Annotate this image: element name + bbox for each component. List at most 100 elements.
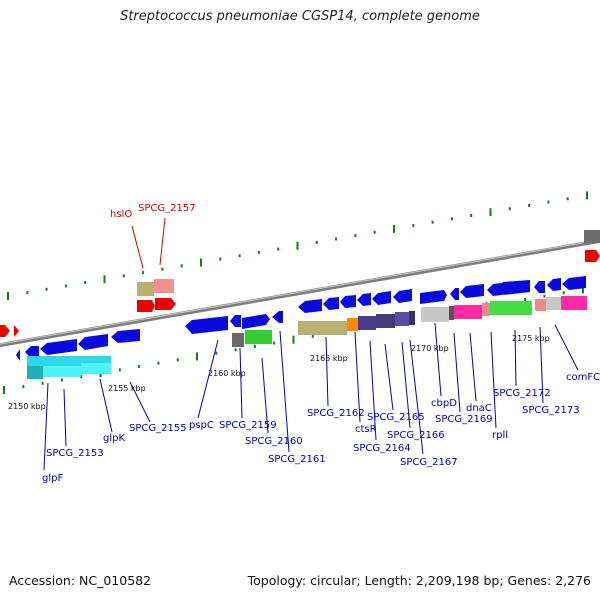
gene-SPCG_2157-arrow (155, 298, 176, 310)
gene-arrow-16 (420, 290, 447, 304)
callout-line (401, 341, 411, 429)
gene-label: dnaC (466, 403, 492, 414)
scale-labels: 2150 kbp 2155 kbp 2160 kbp 2165 kbp 2170 kbp… (8, 334, 550, 411)
gene-label: SPCG_2169 (435, 414, 493, 425)
gene-label: SPCG_2157 (138, 203, 196, 214)
gene-arrow-21 (534, 281, 545, 293)
gene-arrow-18 (460, 284, 484, 298)
callout-line (369, 340, 377, 441)
scale-label: 2175 kbp (512, 334, 550, 343)
gene-label: SPCG_2167 (400, 457, 458, 468)
scale-label: 2165 kbp (310, 354, 348, 363)
gene-label: SPCG_2166 (387, 430, 445, 441)
callout-line (490, 331, 497, 429)
gene-arrow-1 (16, 349, 20, 361)
gene-green-block (245, 330, 272, 344)
genome-summary: Topology: circular; Length: 2,209,198 bp… (247, 573, 591, 588)
gene-arrow-8 (242, 314, 270, 329)
callout-line (325, 336, 329, 407)
gene-label: SPCG_2162 (307, 408, 365, 419)
callout-line (539, 326, 544, 404)
gene-lightpink-block (482, 303, 490, 316)
accession-label: Accession: NC_010582 (9, 573, 152, 588)
map-title: Streptococcus pneumoniae CGSP14, complet… (120, 9, 480, 24)
callout-line (514, 329, 517, 387)
gene-cyan-block-3 (81, 363, 111, 374)
gene-arrow-22 (547, 278, 561, 291)
gene-arrow-17 (450, 288, 459, 300)
callout-line (99, 378, 113, 433)
callout-lines (43, 217, 579, 471)
scale-label: 2160 kbp (208, 369, 246, 378)
gene-label: comFC (566, 372, 600, 383)
callout-line (131, 225, 144, 269)
callout-line (469, 332, 477, 402)
genome-backbone (0, 238, 600, 348)
gene-arrow-7 (230, 315, 241, 327)
gene-arrow-9 (272, 311, 283, 323)
gene-label: SPCG_2172 (493, 388, 551, 399)
gene-teal-block (27, 366, 43, 379)
callout-line (159, 217, 166, 266)
scale-label: 2170 kbp (411, 344, 449, 353)
gene-label: SPCG_2161 (268, 454, 326, 465)
gene-cyan-block-2 (43, 366, 81, 377)
gene-label: pspC (189, 420, 214, 431)
gene-label: hslO (110, 209, 132, 220)
callout-line (43, 382, 49, 471)
gene-salmon-block (535, 299, 546, 311)
callout-line (384, 343, 394, 411)
callout-line (554, 324, 579, 371)
gene-label: SPCG_2173 (522, 405, 580, 416)
gene-purple-block-3 (395, 312, 409, 326)
gene-SPCG_2157-block (154, 279, 174, 293)
callout-line (129, 381, 151, 423)
callout-line (197, 339, 219, 419)
gene-label: glpK (103, 433, 125, 444)
gene-arrow-11 (323, 297, 339, 310)
gene-arrow-2 (25, 346, 39, 358)
callout-line (239, 347, 243, 419)
gene-arrow-15 (393, 289, 412, 303)
gene-purple-block-1 (358, 316, 376, 330)
gene-pspC-arrow (185, 316, 228, 334)
gene-arrow-14 (372, 291, 391, 305)
gene-label: SPCG_2153 (46, 448, 104, 459)
genome-backbone-highlight (0, 239, 600, 345)
gene-labels: hslO SPCG_2157 SPCG_2153 glpF glpK SPCG_2155 p… (42, 203, 600, 484)
feature-red-arrow-left (0, 325, 10, 337)
gene-silver-block (546, 297, 561, 310)
gene-label: cbpD (431, 398, 457, 409)
gene-label: rplI (492, 430, 508, 441)
gene-arrow-23 (562, 276, 586, 290)
gene-label: SPCG_2160 (245, 436, 303, 447)
feature-edge-gray (584, 230, 600, 243)
gene-arrow-12 (340, 295, 356, 308)
gene-arrow-19 (487, 283, 502, 296)
callout-line (279, 330, 290, 453)
gene-hslO-arrow (137, 300, 155, 312)
gene-purple-block-2 (376, 314, 395, 328)
gene-label: SPCG_2155 (129, 423, 187, 434)
gene-darkgray-block (449, 306, 454, 320)
outer-tick-track (7, 191, 588, 300)
gene-gray-block (232, 333, 244, 347)
gene-label: SPCG_2164 (353, 443, 411, 454)
gene-orange-block (347, 318, 358, 331)
callout-line (453, 332, 461, 413)
gene-hslO-block (137, 282, 154, 296)
gene-arrow-20 (497, 280, 530, 295)
scale-label: 2150 kbp (8, 402, 46, 411)
gene-arrow-10 (298, 299, 322, 313)
callout-line (354, 331, 361, 423)
gene-label: SPCG_2165 (367, 412, 425, 423)
gene-label: SPCG_2159 (219, 420, 277, 431)
gene-label: ctsR (355, 424, 377, 435)
gene-purple-block-4 (409, 311, 415, 325)
gene-arrow-13 (357, 293, 371, 306)
callout-line (409, 339, 424, 455)
callout-line (434, 322, 442, 397)
gene-pink-block (454, 305, 482, 319)
gene-magenta-block (561, 296, 587, 310)
